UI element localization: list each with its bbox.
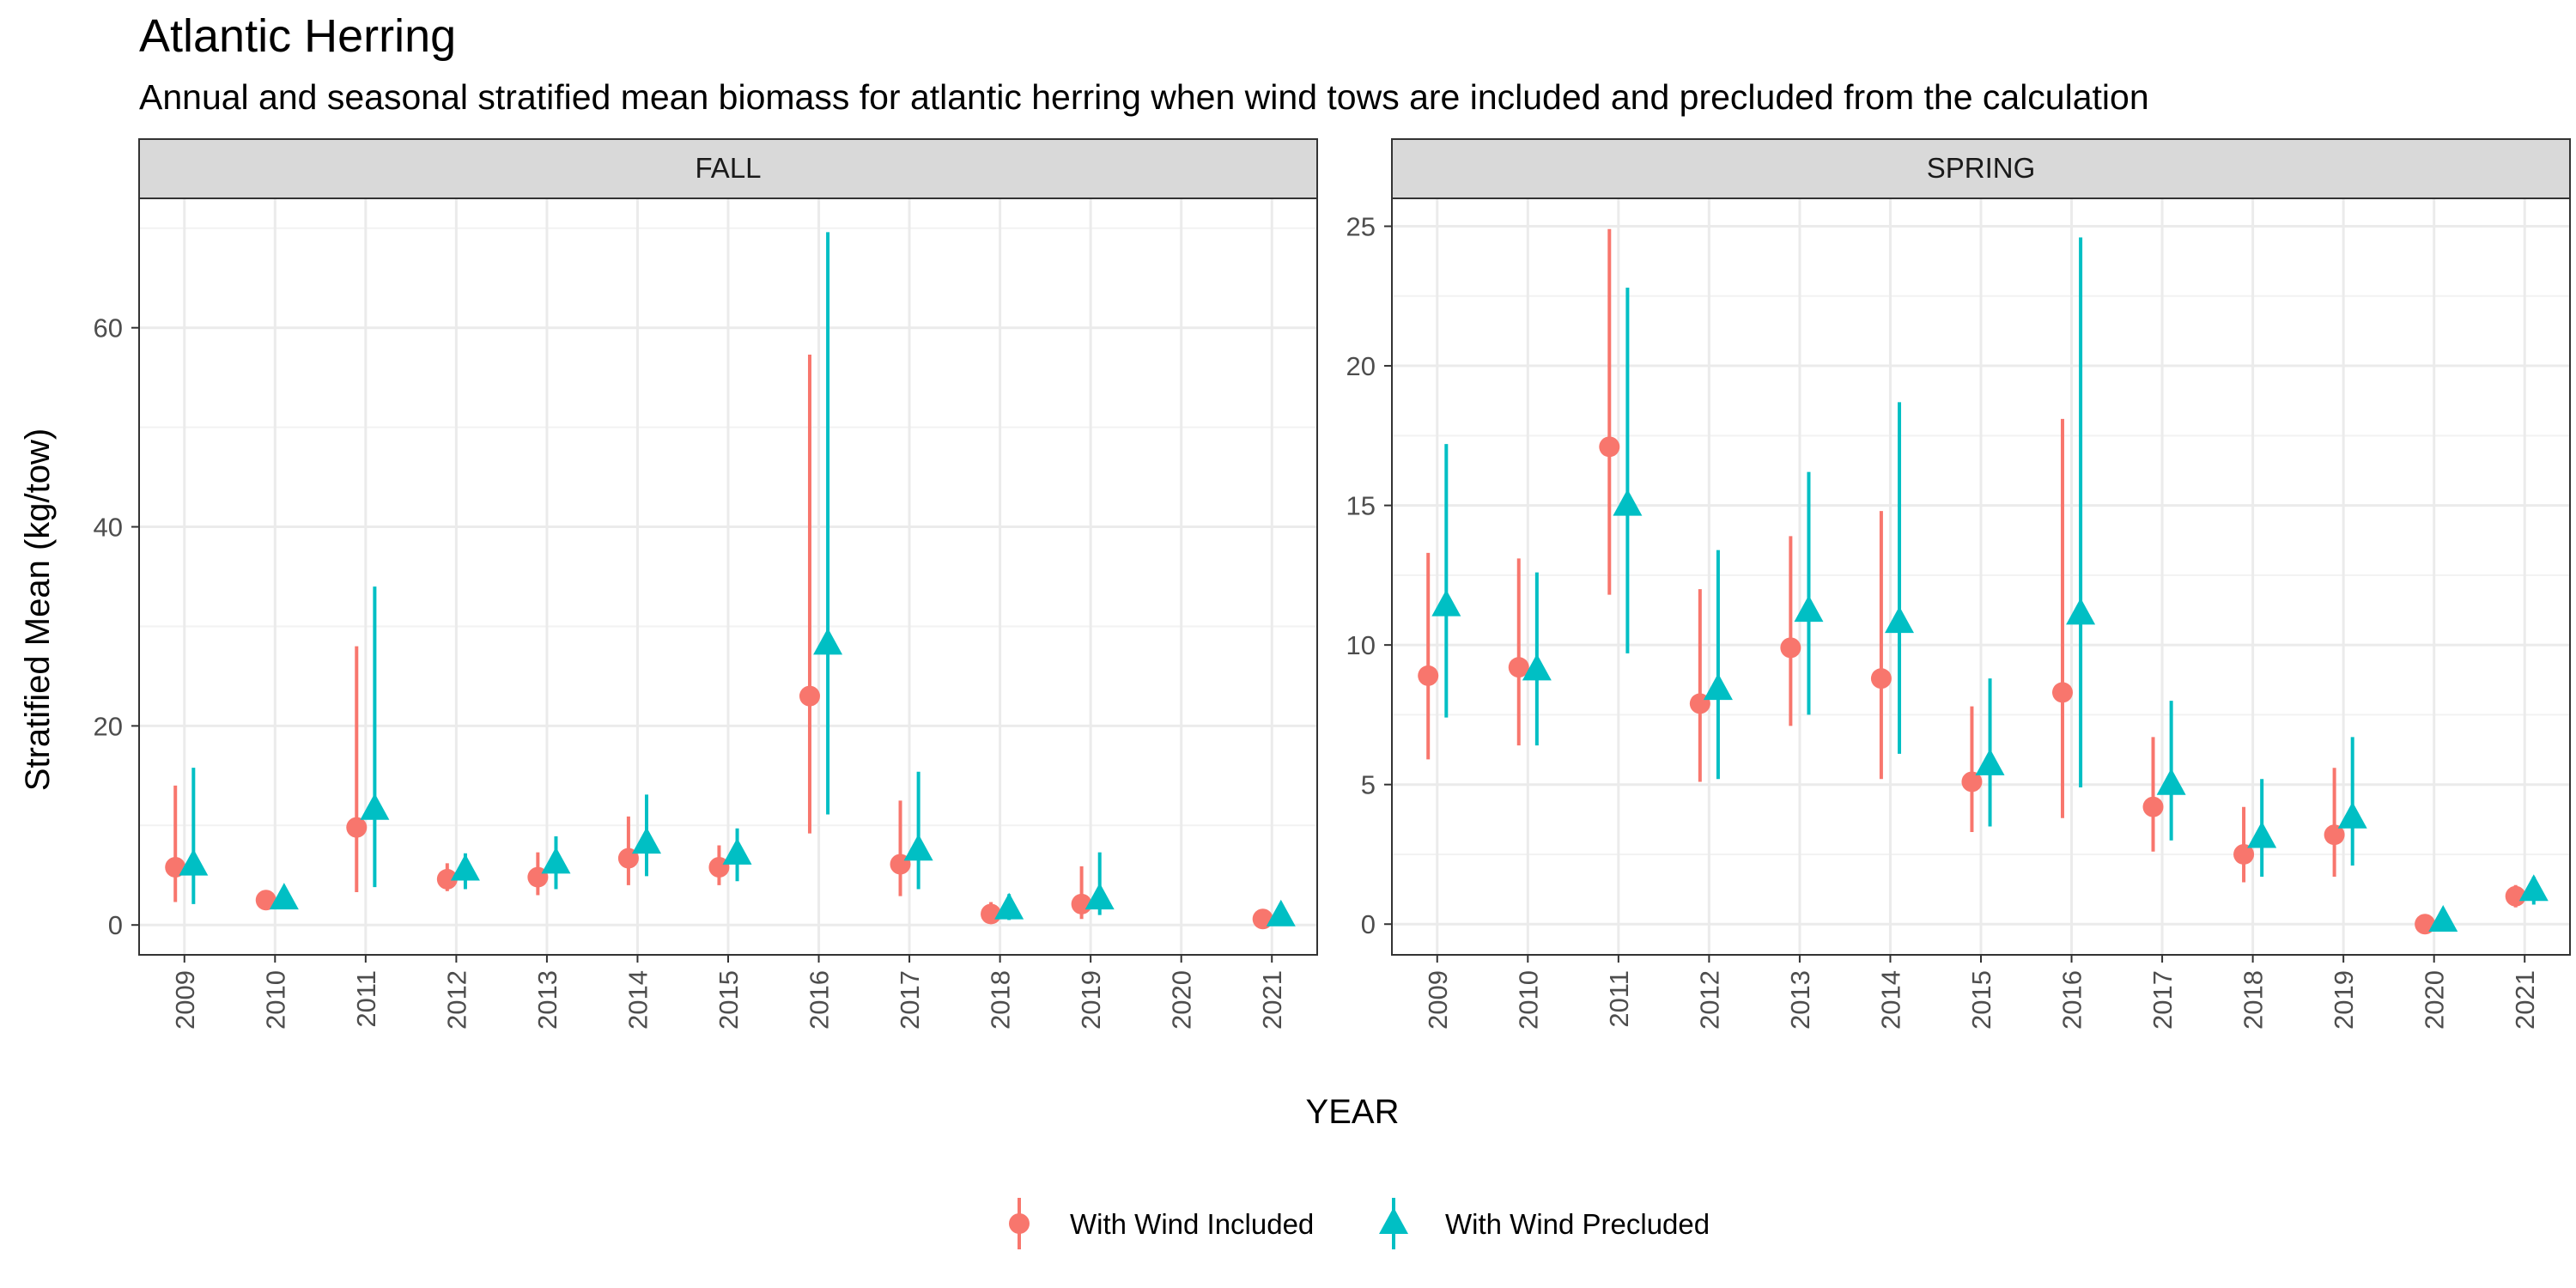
data-point-included	[165, 856, 186, 878]
data-point-included	[2051, 682, 2073, 703]
data-point-included	[346, 817, 368, 838]
data-point-precluded	[1794, 595, 1824, 623]
y-tick-label: 0	[1361, 909, 1376, 939]
x-tick-label: 2012	[441, 970, 471, 1030]
x-tick-label: 2009	[1423, 970, 1453, 1030]
data-point-precluded	[1885, 606, 1915, 634]
data-point-precluded	[903, 834, 933, 861]
data-point-precluded	[1084, 883, 1115, 910]
x-axis-title: YEAR	[1306, 1093, 1400, 1131]
x-tick-label: 2019	[2329, 970, 2359, 1030]
data-point-precluded	[994, 892, 1024, 920]
data-point-precluded	[1613, 489, 1643, 516]
x-tick-label: 2014	[1875, 970, 1905, 1030]
y-tick-label: 60	[94, 313, 123, 343]
x-tick-label: 2021	[1257, 970, 1287, 1030]
data-point-precluded	[2518, 874, 2549, 902]
data-point-precluded	[813, 628, 843, 655]
x-tick-label: 2018	[986, 970, 1016, 1030]
data-point-included	[436, 868, 458, 890]
y-tick-label: 20	[1346, 351, 1376, 381]
legend-key-included	[1009, 1198, 1030, 1249]
data-point-included	[255, 890, 276, 911]
data-point-precluded	[1975, 748, 2005, 775]
data-point-precluded	[1266, 899, 1296, 927]
x-tick-label: 2013	[1785, 970, 1815, 1030]
legend-label-included: With Wind Included	[1070, 1208, 1314, 1240]
data-point-precluded	[2337, 801, 2367, 829]
y-tick-label: 0	[108, 910, 123, 940]
data-point-included	[2324, 824, 2345, 846]
chart-subtitle: Annual and seasonal stratified mean biom…	[139, 77, 2149, 117]
panel-border	[1391, 197, 2571, 956]
legend-key-precluded	[1379, 1198, 1408, 1249]
data-point-included	[2142, 796, 2164, 817]
x-tick-label: 2017	[2148, 970, 2178, 1030]
data-point-precluded	[1703, 673, 1733, 701]
legend: With Wind Included With Wind Precluded	[1009, 1198, 1710, 1249]
data-point-included	[1599, 436, 1620, 458]
legend-label-precluded: With Wind Precluded	[1445, 1208, 1710, 1240]
data-point-precluded	[360, 793, 390, 820]
data-point-precluded	[1522, 653, 1552, 681]
data-point-included	[2233, 843, 2255, 865]
x-tick-label: 2013	[532, 970, 562, 1030]
data-point-included	[1418, 665, 1439, 686]
y-tick-label: 25	[1346, 212, 1376, 242]
data-point-included	[799, 685, 820, 707]
data-point-precluded	[179, 848, 209, 876]
data-point-precluded	[2066, 598, 2096, 625]
x-tick-label: 2020	[2420, 970, 2450, 1030]
data-point-precluded	[1431, 589, 1461, 617]
x-tick-label: 2016	[805, 970, 835, 1030]
data-point-precluded	[632, 827, 662, 854]
x-tick-label: 2016	[2057, 970, 2087, 1030]
x-tick-label: 2017	[895, 970, 925, 1030]
data-point-precluded	[541, 847, 571, 874]
data-point-included	[1961, 771, 1983, 793]
x-tick-label: 2015	[714, 970, 744, 1030]
y-tick-label: 10	[1346, 630, 1376, 660]
data-point-precluded	[2428, 904, 2458, 932]
strip-label-fall: FALL	[695, 152, 761, 184]
data-point-precluded	[2156, 768, 2186, 795]
x-tick-label: 2014	[623, 970, 653, 1030]
data-point-included	[1508, 657, 1529, 678]
x-tick-label: 2015	[1966, 970, 1996, 1030]
y-tick-label: 5	[1361, 770, 1376, 800]
panel-spring: SPRING 0 5 10 15 20 25 2009 2010 2011 2012 2013 2014…	[1346, 138, 2571, 1030]
data-point-precluded	[450, 854, 480, 881]
x-tick-label: 2018	[2239, 970, 2269, 1030]
x-tick-label: 2011	[1604, 970, 1634, 1028]
y-axis-title: Stratified Mean (kg/tow)	[19, 428, 57, 791]
x-tick-label: 2010	[260, 970, 290, 1030]
strip-spring	[1391, 138, 2571, 199]
x-tick-label: 2019	[1076, 970, 1106, 1030]
x-tick-label: 2009	[170, 970, 200, 1030]
y-tick-label: 40	[94, 513, 123, 543]
panel-border	[138, 197, 1318, 956]
strip-label-spring: SPRING	[1927, 152, 2036, 184]
y-tick-label: 20	[94, 711, 123, 741]
data-point-precluded	[722, 837, 752, 865]
y-tick-label: 15	[1346, 491, 1376, 521]
data-point-included	[1870, 668, 1892, 690]
x-tick-label: 2012	[1694, 970, 1724, 1030]
data-point-precluded	[2247, 821, 2277, 848]
chart-title: Atlantic Herring	[139, 10, 456, 62]
panel-fall: FALL 0 20 40 60 2009 2010 2011 2012 2013 2014 2015 2…	[94, 138, 1318, 1030]
data-point-included	[2505, 885, 2526, 907]
x-tick-label: 2020	[1167, 970, 1197, 1030]
data-point-precluded	[269, 883, 299, 910]
x-tick-label: 2011	[351, 970, 381, 1028]
x-tick-label: 2010	[1513, 970, 1543, 1030]
strip-fall	[138, 138, 1318, 199]
data-point-included	[1780, 637, 1801, 659]
x-tick-label: 2021	[2510, 970, 2540, 1030]
